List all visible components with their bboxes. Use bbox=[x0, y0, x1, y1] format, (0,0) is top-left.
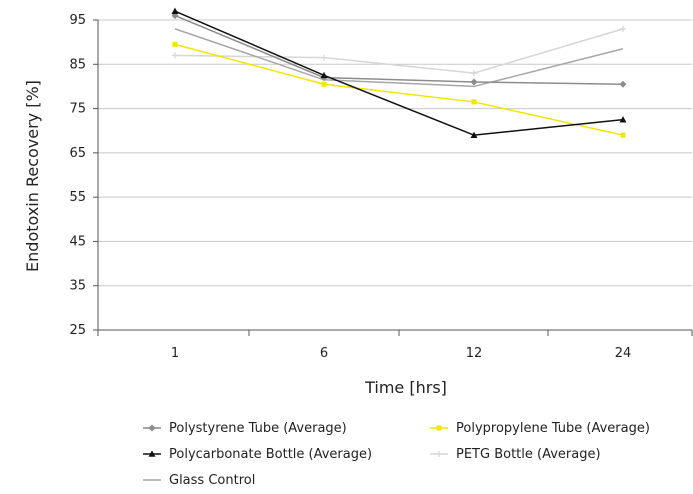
data-point bbox=[620, 25, 626, 32]
data-point bbox=[471, 99, 477, 105]
legend: Polystyrene Tube (Average) Polypropylene … bbox=[143, 421, 650, 488]
x-axis-title: Time [hrs] bbox=[364, 378, 447, 397]
legend-label: PETG Bottle (Average) bbox=[456, 447, 601, 462]
legend-item: Polystyrene Tube (Average) bbox=[143, 421, 347, 436]
series-line bbox=[174, 14, 624, 85]
data-point bbox=[171, 7, 179, 14]
axes: 25 35 45 55 65 75 85 95 1 6 12 24 bbox=[69, 13, 693, 361]
x-tick-label: 12 bbox=[466, 346, 483, 361]
legend-item: Glass Control bbox=[143, 473, 255, 488]
series-4 bbox=[174, 28, 624, 88]
series-2 bbox=[171, 7, 627, 138]
series-layer bbox=[171, 7, 627, 138]
series-line bbox=[174, 28, 624, 74]
data-point bbox=[172, 52, 178, 59]
legend-marker bbox=[436, 451, 442, 457]
data-point bbox=[471, 70, 477, 77]
y-tick-label: 45 bbox=[69, 234, 86, 249]
series-0 bbox=[171, 12, 627, 88]
data-point bbox=[620, 132, 626, 138]
y-tick-label: 65 bbox=[69, 146, 86, 161]
legend-marker bbox=[148, 424, 156, 432]
y-tick-label: 25 bbox=[69, 323, 86, 338]
y-tick-label: 35 bbox=[69, 279, 86, 294]
y-axis-title: Endotoxin Recovery [%] bbox=[23, 80, 42, 272]
data-point bbox=[172, 41, 178, 47]
legend-marker bbox=[436, 425, 442, 431]
y-tick-label: 95 bbox=[69, 13, 86, 28]
legend-label: Polystyrene Tube (Average) bbox=[169, 421, 347, 436]
series-3 bbox=[172, 25, 626, 77]
legend-item: PETG Bottle (Average) bbox=[430, 447, 601, 462]
grid bbox=[98, 19, 692, 287]
legend-label: Glass Control bbox=[169, 473, 255, 488]
data-point bbox=[321, 81, 327, 87]
series-line bbox=[174, 43, 624, 136]
series-line bbox=[174, 28, 624, 88]
legend-item: Polycarbonate Bottle (Average) bbox=[143, 447, 372, 462]
data-point bbox=[321, 54, 327, 61]
x-tick-label: 6 bbox=[320, 346, 328, 361]
legend-marker bbox=[148, 450, 156, 457]
data-point bbox=[470, 131, 478, 138]
series-line bbox=[174, 10, 624, 136]
data-point bbox=[619, 116, 627, 123]
y-tick-label: 55 bbox=[69, 190, 86, 205]
x-tick-label: 1 bbox=[171, 346, 179, 361]
x-tick-label: 24 bbox=[615, 346, 632, 361]
legend-label: Polycarbonate Bottle (Average) bbox=[169, 447, 372, 462]
data-point bbox=[619, 80, 627, 88]
legend-label: Polypropylene Tube (Average) bbox=[456, 421, 650, 436]
y-tick-label: 75 bbox=[69, 102, 86, 117]
legend-item: Polypropylene Tube (Average) bbox=[430, 421, 650, 436]
data-point bbox=[470, 78, 478, 86]
series-1 bbox=[172, 41, 626, 138]
data-point bbox=[320, 71, 328, 79]
y-tick-label: 85 bbox=[69, 57, 86, 72]
